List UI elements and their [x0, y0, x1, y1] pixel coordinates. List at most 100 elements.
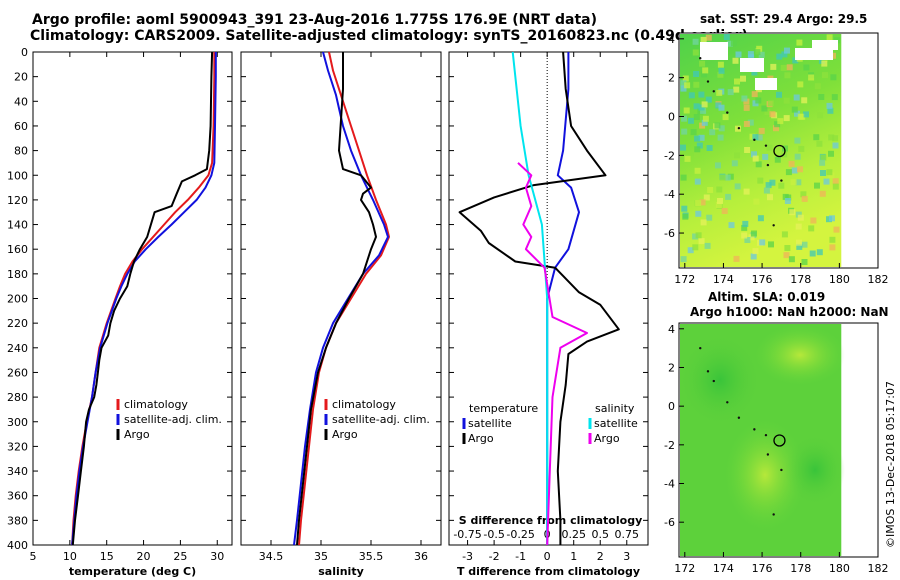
sst-tile [719, 174, 726, 181]
sst-tile [744, 237, 751, 243]
sst-tile [716, 89, 723, 96]
sst-tile [796, 243, 803, 250]
argo-position-marker [773, 144, 786, 158]
sst-tile [801, 195, 808, 202]
sst-tile [761, 105, 768, 112]
sst-tile [735, 51, 742, 58]
sst-tile [721, 208, 728, 214]
x-tick-label-sal: 36 [414, 550, 428, 563]
map-x-tick-label: 176 [752, 273, 773, 286]
sst-tile [793, 94, 800, 101]
sst-tile [790, 179, 797, 186]
sst-tile [756, 134, 763, 141]
sst-tile [693, 81, 700, 88]
island-marker [780, 468, 783, 472]
legend-label-temperature: Argo [468, 432, 494, 445]
depth-tick-label: 240 [7, 342, 28, 355]
figure-title-line2: Climatology: CARS2009. Satellite-adjuste… [30, 28, 748, 44]
sst-tile [786, 64, 793, 71]
sst-tile [724, 174, 731, 181]
sst-tile [734, 152, 740, 159]
sst-tile [820, 170, 826, 176]
sst-tile [704, 242, 711, 249]
x-tick-label-sal: 35 [314, 550, 328, 563]
sst-tile [777, 118, 784, 125]
legend-label-salinity: satellite [594, 417, 638, 430]
sst-gap [740, 58, 764, 72]
sst-tile [698, 91, 705, 98]
sst-tile [780, 64, 787, 71]
sst-gap [812, 40, 838, 50]
sst-tile [783, 97, 790, 104]
sst-tile [782, 193, 789, 200]
sst-tile [788, 256, 795, 263]
sst-tile [822, 72, 828, 79]
argo-position-marker [773, 434, 786, 447]
sst-tile [693, 71, 700, 77]
sst-tile [784, 198, 791, 204]
legend-heading-temperature: temperature [469, 402, 538, 415]
sst-tile [783, 252, 790, 259]
sst-tile [702, 115, 709, 122]
legend-label-sal: satellite-adj. clim. [332, 413, 430, 426]
x-tick-label-temp: 10 [63, 550, 77, 563]
sst-tile [733, 255, 740, 262]
s-diff-tick-label: 0.75 [615, 528, 640, 541]
sst-tile [681, 115, 688, 122]
map-x-tick-label: 172 [674, 273, 695, 286]
sst-tile [743, 98, 750, 105]
depth-tick-label: 100 [7, 169, 28, 182]
map-y-tick-label: -2 [664, 149, 675, 162]
map-x-tick-label: 180 [829, 273, 850, 286]
sst-gap [795, 48, 833, 60]
sst-tile [687, 247, 694, 254]
sla-high-anomaly [755, 325, 845, 385]
legend-label-salinity: Argo [594, 432, 620, 445]
sst-tile [688, 117, 694, 124]
sst-tile [800, 191, 807, 198]
x-tick-label-temp: 20 [137, 550, 151, 563]
sst-tile [797, 166, 803, 173]
sst-tile [773, 125, 779, 132]
sst-tile [813, 134, 820, 141]
sst-tile [828, 172, 835, 179]
sst-tile [728, 222, 735, 229]
island-marker [766, 453, 770, 456]
x-tick-label-diff: -2 [489, 550, 500, 563]
sst-tile [797, 214, 804, 221]
sst-tile [755, 161, 762, 168]
island-marker [726, 111, 729, 114]
sst-tile [827, 107, 834, 114]
sst-tile [830, 74, 837, 81]
sst-tile [682, 213, 689, 220]
panel-frame-temp [32, 51, 233, 546]
sst-tile [717, 71, 724, 78]
map-y-tick-label: -2 [664, 439, 675, 452]
sst-tile [734, 183, 741, 190]
sst-tile [762, 153, 769, 160]
map-y-tick-label: 2 [668, 72, 675, 85]
map-border [678, 32, 879, 269]
sst-tile [832, 183, 839, 190]
sst-tile [765, 182, 772, 189]
legend-label-temperature: satellite [468, 417, 512, 430]
map-x-tick-label: 172 [674, 562, 695, 575]
sst-tile [829, 236, 836, 243]
series-line-s-argo [517, 162, 588, 546]
island-marker [753, 428, 756, 431]
sst-tile [694, 146, 701, 153]
sst-tile [829, 215, 835, 222]
depth-tick-label: 280 [7, 391, 28, 404]
sst-tile [816, 140, 823, 147]
sst-tile [731, 40, 737, 47]
sst-tile [692, 38, 699, 45]
sst-tile [683, 107, 690, 114]
sst-tile [797, 81, 804, 88]
sst-tile [823, 178, 830, 185]
depth-tick-label: 0 [21, 46, 28, 59]
sst-tile [819, 159, 826, 166]
map-x-tick-label: 182 [868, 273, 889, 286]
sst-tile [784, 245, 791, 251]
island-marker [726, 401, 729, 404]
sst-tile [826, 34, 833, 41]
